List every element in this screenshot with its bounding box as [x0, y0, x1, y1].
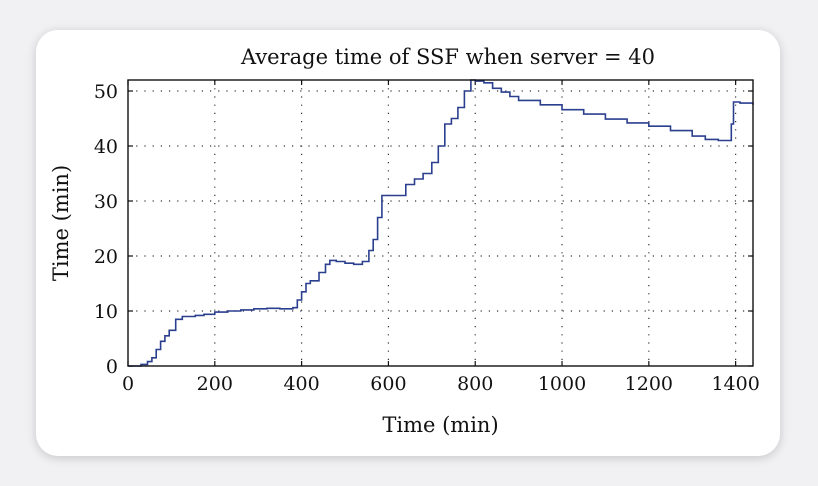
series-line [128, 79, 754, 367]
y-tick-label: 0 [106, 356, 118, 378]
x-axis-label: Time (min) [382, 413, 498, 437]
y-tick-label: 40 [94, 136, 118, 158]
x-tick-label: 600 [370, 373, 406, 395]
chart-title: Average time of SSF when server = 40 [240, 45, 655, 69]
x-tick-label: 800 [457, 373, 493, 395]
y-tick-label: 10 [94, 301, 118, 323]
y-tick-label: 20 [94, 246, 118, 268]
grid [128, 80, 753, 366]
x-tick-label: 1400 [711, 373, 759, 395]
ticks: 0 200 400 600 800 1000 1200 1400 0 10 20 30 40 50 [94, 80, 760, 395]
y-axis-label: Time (min) [49, 165, 73, 281]
x-tick-label: 0 [122, 373, 134, 395]
x-tick-label: 400 [283, 373, 319, 395]
x-tick-label: 1200 [625, 373, 673, 395]
x-tick-label: 200 [197, 373, 233, 395]
chart-card: Average time of SSF when server = 40 0 20… [36, 30, 780, 456]
y-tick-label: 30 [94, 191, 118, 213]
plot-frame [127, 79, 754, 367]
line-chart: Average time of SSF when server = 40 0 20… [49, 45, 760, 437]
y-tick-label: 50 [94, 81, 118, 103]
x-tick-label: 1000 [538, 373, 586, 395]
